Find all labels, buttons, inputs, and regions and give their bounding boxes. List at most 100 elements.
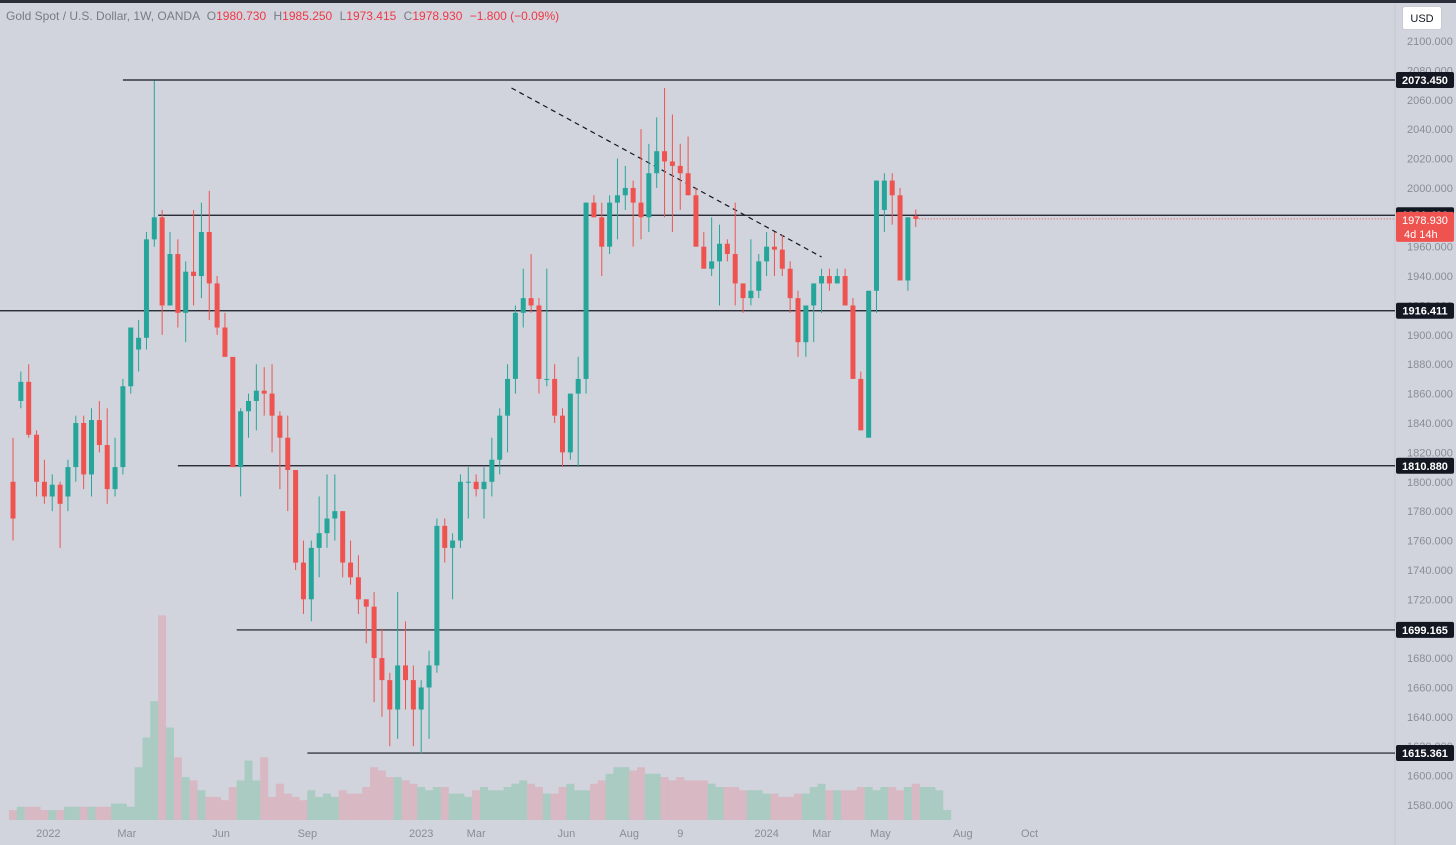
- volume-bar: [621, 767, 630, 820]
- volume-bar: [809, 787, 818, 820]
- candle-body: [528, 298, 534, 306]
- time-tick-label: Aug: [619, 828, 639, 840]
- price-tick-label: 1840.000: [1407, 418, 1453, 430]
- level-price-tag: [1396, 457, 1454, 474]
- candle-body: [544, 378, 550, 380]
- candle-body: [874, 180, 879, 291]
- candle-body: [151, 217, 157, 240]
- candle-body: [654, 151, 660, 174]
- volume-bar: [362, 787, 371, 820]
- candle-body: [787, 268, 793, 299]
- candle-body: [41, 481, 47, 497]
- currency-button[interactable]: USD: [1402, 6, 1442, 30]
- volume-bar: [629, 770, 638, 820]
- candle-body: [81, 423, 87, 475]
- candle-body: [285, 437, 291, 471]
- volume-bar: [393, 777, 402, 820]
- volume-bar: [927, 787, 936, 820]
- candle-body: [395, 665, 401, 710]
- volume-bar: [323, 793, 331, 820]
- close-value: 1978.930: [412, 9, 463, 23]
- volume-bar: [786, 796, 795, 820]
- candle-body: [638, 202, 644, 218]
- volume-bar: [268, 796, 277, 820]
- price-tick-label: 1880.000: [1407, 359, 1453, 371]
- volume-bar: [260, 757, 269, 820]
- candle-body: [246, 400, 251, 412]
- volume-bar: [173, 757, 182, 820]
- candle-body: [834, 276, 840, 284]
- candle-body: [214, 283, 220, 328]
- candle-body: [756, 261, 762, 291]
- candle-body: [371, 606, 377, 659]
- price-tick-label: 1740.000: [1407, 565, 1453, 577]
- candle-body: [253, 390, 259, 401]
- candle-body: [889, 180, 895, 196]
- candle-body: [167, 254, 173, 306]
- candle-body: [89, 420, 94, 475]
- candle-body: [49, 484, 55, 497]
- candle-body: [614, 195, 620, 203]
- low-label: L: [339, 9, 347, 23]
- time-tick-label: Jun: [212, 828, 230, 840]
- time-tick-label: Mar: [812, 828, 831, 840]
- volume-bar: [385, 777, 394, 820]
- volume-bar: [236, 780, 245, 820]
- candle-body: [693, 195, 699, 247]
- price-tick-label: 1720.000: [1407, 594, 1453, 606]
- price-tags: 2073.4501981.4261916.4111810.8801699.165…: [915, 72, 1454, 762]
- candle-body: [363, 599, 369, 607]
- top-border: [0, 0, 1456, 3]
- candle-body: [913, 216, 919, 219]
- candle-body: [677, 165, 683, 174]
- volume-bar: [354, 793, 363, 820]
- candle-body: [717, 243, 722, 262]
- volume-bar: [56, 810, 65, 820]
- volume-bar: [456, 793, 465, 820]
- candle-body: [57, 484, 63, 504]
- candle-body: [795, 298, 801, 343]
- price-tick-label: 1780.000: [1407, 506, 1453, 518]
- volume-bar: [848, 790, 857, 820]
- candle-body: [300, 562, 306, 600]
- candle-body: [575, 378, 581, 394]
- candle-body: [65, 467, 71, 497]
- price-tick-label: 2060.000: [1407, 95, 1453, 107]
- candle-body: [175, 254, 181, 313]
- volume-bar: [158, 615, 167, 820]
- volume-bar: [542, 793, 551, 820]
- volume-bar: [589, 783, 598, 820]
- volume-bar: [637, 767, 645, 820]
- volume-bar: [644, 773, 653, 820]
- candle-body: [308, 547, 314, 600]
- candle-body: [379, 658, 385, 681]
- volume-bar: [283, 793, 292, 820]
- volume-bar: [574, 790, 583, 820]
- candle-body: [293, 470, 299, 563]
- candle-body: [842, 276, 848, 306]
- time-tick-label: 9: [677, 828, 683, 840]
- candle-body: [143, 239, 149, 338]
- volume-bar: [103, 806, 112, 820]
- volume-bar: [856, 787, 865, 820]
- candle-body: [355, 577, 361, 600]
- candle-body: [850, 305, 856, 379]
- volume-bar: [723, 787, 732, 820]
- candle-body: [622, 187, 628, 196]
- candle-body: [18, 381, 24, 401]
- volume-bar: [731, 787, 740, 820]
- candle-body: [238, 411, 244, 468]
- volume-bar: [903, 787, 912, 820]
- candle-body: [183, 271, 189, 313]
- volume-bar: [409, 783, 418, 820]
- volume-bar: [346, 793, 355, 820]
- volume-bar: [668, 780, 677, 820]
- level-price-tag-text: 1615.361: [1402, 748, 1448, 760]
- candle-body: [230, 356, 236, 468]
- volume-bar: [566, 783, 575, 820]
- volume-bar: [63, 806, 72, 820]
- trendline-layer: [511, 87, 822, 258]
- level-price-tag-text: 2073.450: [1402, 75, 1448, 87]
- volume-bar: [142, 737, 151, 820]
